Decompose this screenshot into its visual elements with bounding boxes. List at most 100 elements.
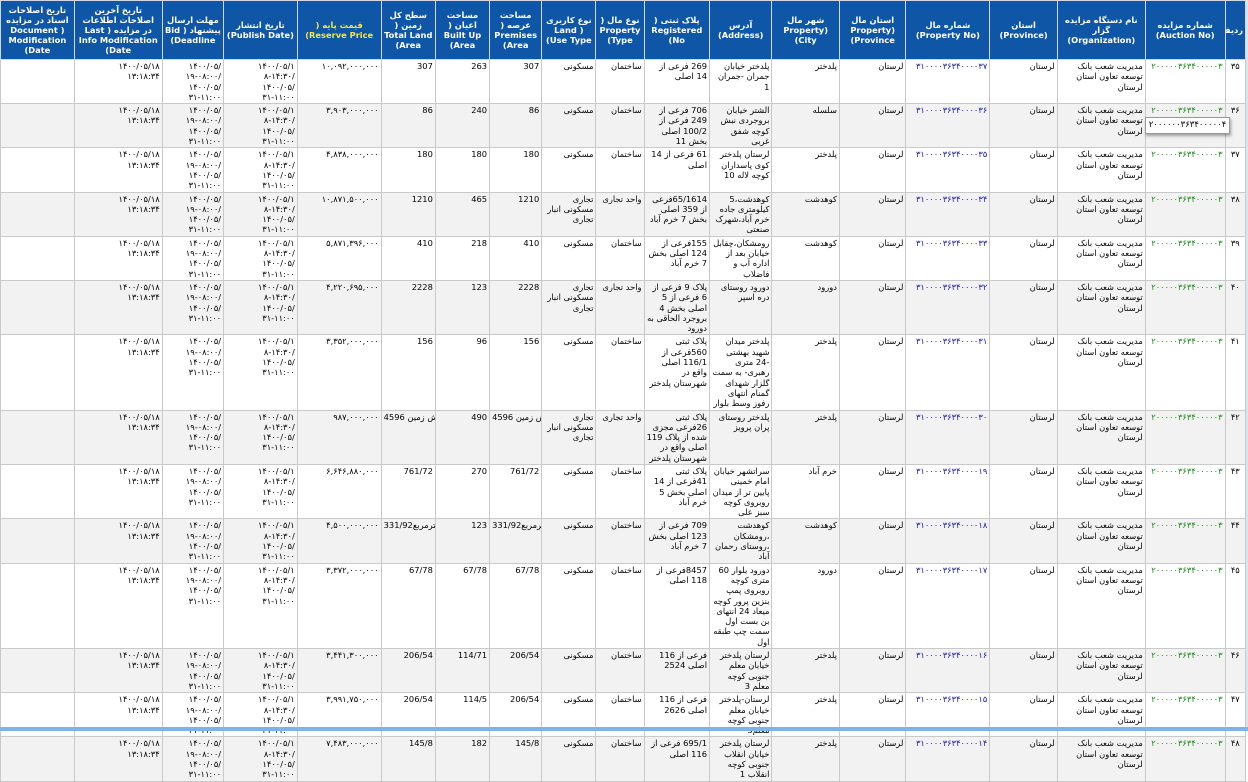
registered-no-cell: 709 فرعی از 123 اصلی بخش 7 خرم آباد [643, 518, 711, 564]
reserve-price-cell: ۴,۲۲۰,۶۹۵,۰۰۰ [296, 279, 382, 336]
organization-cell: مدیریت شعب بانک توسعه تعاون استان لرستان [1056, 147, 1146, 193]
auction-no-link[interactable]: ۲۰۰۰۰۰۳۶۳۴۰۰۰۰۰۳ [1144, 648, 1226, 694]
publish-date-cell: ۱۴۰۰/۰۵/۱ ۸-۱۴:۳۰/ ۱۴۰۰/۰۵/ ۳۱-۱۱:۰۰ [223, 103, 298, 149]
publish-date-cell: ۱۴۰۰/۰۵/۱ ۸-۱۴:۳۰/ ۱۴۰۰/۰۵/ ۳۱-۱۱:۰۰ [223, 58, 298, 105]
document-modification-cell [0, 736, 75, 782]
auction-no-link[interactable]: ۲۰۰۰۰۰۳۶۳۴۰۰۰۰۰۳ [1144, 463, 1226, 520]
vertical-scrollbar[interactable] [1246, 0, 1248, 731]
table-row[interactable]: ۳۸ ۲۰۰۰۰۰۳۶۳۴۰۰۰۰۰۳ مدیریت شعب بانک توسعه … [0, 191, 1247, 237]
col-header-property-city[interactable]: شهر مال (Property City) [771, 0, 840, 60]
table-row[interactable]: ۴۴ ۲۰۰۰۰۰۳۶۳۴۰۰۰۰۰۳ مدیریت شعب بانک توسعه … [0, 518, 1247, 564]
property-no-link[interactable]: ۳۱۰۰۰۰۳۶۳۴۰۰۰۰۳۲ [905, 279, 991, 336]
property-no-link[interactable]: ۳۱۰۰۰۰۳۶۳۴۰۰۰۰۱۶ [905, 648, 991, 694]
premises-area-cell: 761/72 [489, 463, 543, 520]
col-header-organization[interactable]: نام دستگاه مزایده گزار (Organization) [1056, 0, 1146, 60]
last-info-modification-cell: ۱۴۰۰/۰۵/۱۸ ۱۳:۱۸:۳۴ [73, 562, 163, 650]
table-row[interactable]: ۴۳ ۲۰۰۰۰۰۳۶۳۴۰۰۰۰۰۳ مدیریت شعب بانک توسعه … [0, 463, 1247, 520]
table-row[interactable]: ۳۷ ۲۰۰۰۰۰۳۶۳۴۰۰۰۰۰۳ مدیریت شعب بانک توسعه … [0, 147, 1247, 193]
col-header-province[interactable]: استان (Province) [989, 0, 1058, 60]
col-header-property-province[interactable]: استان مال (Property Province) [838, 0, 907, 60]
property-no-link[interactable]: ۳۱۰۰۰۰۳۶۳۴۰۰۰۰۳۰ [905, 409, 991, 465]
property-no-link[interactable]: ۳۱۰۰۰۰۳۶۳۴۰۰۰۰۳۷ [905, 58, 991, 105]
land-area-cell: 180 [380, 147, 436, 193]
land-area-cell: 1210 [380, 191, 436, 237]
auction-no-link[interactable]: ۲۰۰۰۰۰۳۶۳۴۰۰۰۰۰۳ [1144, 409, 1226, 465]
col-header-reserve-price[interactable]: قیمت پایه ( Reserve Price) [296, 0, 382, 60]
registered-no-cell: 269 فرعی از 14 اصلی [643, 58, 711, 105]
auction-no-link[interactable]: ۲۰۰۰۰۰۳۶۳۴۰۰۰۰۰۳ [1144, 279, 1226, 336]
land-area-cell: 206/54 [380, 648, 436, 694]
table-row[interactable]: ۴۰ ۲۰۰۰۰۰۳۶۳۴۰۰۰۰۰۳ مدیریت شعب بانک توسعه … [0, 279, 1247, 336]
last-info-modification-cell: ۱۴۰۰/۰۵/۱۸ ۱۳:۱۸:۳۴ [73, 334, 163, 411]
publish-date-cell: ۱۴۰۰/۰۵/۱ ۸-۱۴:۳۰/ ۱۴۰۰/۰۵/ ۳۱-۱۱:۰۰ [223, 279, 298, 336]
table-row[interactable]: ۴۱ ۲۰۰۰۰۰۳۶۳۴۰۰۰۰۰۳ مدیریت شعب بانک توسعه … [0, 334, 1247, 411]
row-number-cell: ۳۷ [1224, 147, 1247, 193]
table-row[interactable]: ۴۸ ۲۰۰۰۰۰۳۶۳۴۰۰۰۰۰۳ مدیریت شعب بانک توسعه … [0, 736, 1247, 782]
table-row[interactable]: ۳۵ ۲۰۰۰۰۰۳۶۳۴۰۰۰۰۰۳ مدیریت شعب بانک توسعه … [0, 58, 1247, 105]
premises-area-cell: 67/78 [489, 562, 543, 650]
table-row[interactable]: ۳۶ ۲۰۰۰۰۰۳۶۳۴۰۰۰۰۰۳ مدیریت شعب بانک توسعه … [0, 103, 1247, 149]
registered-no-cell: 706 فرعی از 249 فرعی از 100/2 اصلی بخش 1… [643, 103, 711, 149]
col-header-auction-no[interactable]: شماره مزایده (Auction No) [1144, 0, 1226, 60]
property-no-link[interactable]: ۳۱۰۰۰۰۳۶۳۴۰۰۰۰۳۳ [905, 235, 991, 281]
auction-no-link[interactable]: ۲۰۰۰۰۰۳۶۳۴۰۰۰۰۰۳ [1144, 334, 1226, 411]
row-number-cell: ۴۴ [1224, 518, 1247, 564]
auction-no-link[interactable]: ۲۰۰۰۰۰۳۶۳۴۰۰۰۰۰۳ [1144, 147, 1226, 193]
property-no-link[interactable]: ۳۱۰۰۰۰۳۶۳۴۰۰۰۰۳۴ [905, 191, 991, 237]
property-no-link[interactable]: ۳۱۰۰۰۰۳۶۳۴۰۰۰۰۱۴ [905, 736, 991, 782]
organization-cell: مدیریت شعب بانک توسعه تعاون استان لرستان [1056, 562, 1146, 650]
property-city-cell: دورود [771, 562, 840, 650]
province-cell: لرستان [989, 562, 1058, 650]
col-header-premises-area[interactable]: مساحت عرصه ( Premises Area) [489, 0, 543, 60]
horizontal-scrollbar[interactable] [0, 727, 1248, 731]
property-type-cell: ساختمان [595, 463, 645, 520]
province-cell: لرستان [989, 409, 1058, 465]
col-header-land-area[interactable]: سطح کل زمین ( Total Land Area) [380, 0, 436, 60]
property-no-link[interactable]: ۳۱۰۰۰۰۳۶۳۴۰۰۰۰۳۵ [905, 147, 991, 193]
col-header-row[interactable]: ردیف [1224, 0, 1247, 60]
publish-date-cell: ۱۴۰۰/۰۵/۱ ۸-۱۴:۳۰/ ۱۴۰۰/۰۵/ ۳۱-۱۱:۰۰ [223, 334, 298, 411]
col-header-built-up-area[interactable]: مساحت اعیان ( Built Up Area) [434, 0, 491, 60]
auction-no-link[interactable]: ۲۰۰۰۰۰۳۶۳۴۰۰۰۰۰۳ [1144, 235, 1226, 281]
auction-no-link[interactable]: ۲۰۰۰۰۰۳۶۳۴۰۰۰۰۰۳ [1144, 736, 1226, 782]
col-header-address[interactable]: آدرس (Address) [709, 0, 773, 60]
auction-no-link[interactable]: ۲۰۰۰۰۰۳۶۳۴۰۰۰۰۰۳ [1144, 191, 1226, 237]
organization-cell: مدیریت شعب بانک توسعه تعاون استان لرستان [1056, 334, 1146, 411]
property-type-cell: ساختمان [595, 58, 645, 105]
table-row[interactable]: ۴۵ ۲۰۰۰۰۰۳۶۳۴۰۰۰۰۰۳ مدیریت شعب بانک توسعه … [0, 562, 1247, 650]
last-info-modification-cell: ۱۴۰۰/۰۵/۱۸ ۱۳:۱۸:۳۴ [73, 103, 163, 149]
col-header-land-use[interactable]: نوع کاربری ( Land Use Type) [541, 0, 597, 60]
col-header-bid-deadline[interactable]: مهلت ارسال پیشنهاد ( Bid Deadline) [161, 0, 225, 60]
last-info-modification-cell: ۱۴۰۰/۰۵/۱۸ ۱۳:۱۸:۳۴ [73, 279, 163, 336]
auction-no-link[interactable]: ۲۰۰۰۰۰۳۶۳۴۰۰۰۰۰۳ [1144, 518, 1226, 564]
land-use-cell: مسکونی [541, 147, 597, 193]
col-header-publish-date[interactable]: تاریخ انتشار (Publish Date) [223, 0, 298, 60]
property-type-cell: ساختمان [595, 562, 645, 650]
row-number-cell: ۴۱ [1224, 334, 1247, 411]
address-cell: پلدختر خیابان جمران -جمران 1 [709, 58, 773, 105]
property-no-link[interactable]: ۳۱۰۰۰۰۳۶۳۴۰۰۰۰۳۱ [905, 334, 991, 411]
property-no-link[interactable]: ۳۱۰۰۰۰۳۶۳۴۰۰۰۰۱۸ [905, 518, 991, 564]
registered-no-cell: پلاک ثبتی 41فرعی از 14 اصلی بخش 5 خرم آب… [643, 463, 711, 520]
col-header-registered-no[interactable]: پلاک ثبتی ( Registered No) [643, 0, 711, 60]
property-city-cell: دورود [771, 279, 840, 336]
property-no-link[interactable]: ۳۱۰۰۰۰۳۶۳۴۰۰۰۰۱۷ [905, 562, 991, 650]
reserve-price-cell: ۳,۹۰۳,۰۰۰,۰۰۰ [296, 103, 382, 149]
property-no-link[interactable]: ۳۱۰۰۰۰۳۶۳۴۰۰۰۰۳۶ [905, 103, 991, 149]
table-row[interactable]: ۴۲ ۲۰۰۰۰۰۳۶۳۴۰۰۰۰۰۳ مدیریت شعب بانک توسعه … [0, 409, 1247, 465]
auction-no-link[interactable]: ۲۰۰۰۰۰۳۶۳۴۰۰۰۰۰۳ [1144, 562, 1226, 650]
table-row[interactable]: ۳۹ ۲۰۰۰۰۰۳۶۳۴۰۰۰۰۰۳ مدیریت شعب بانک توسعه … [0, 235, 1247, 281]
document-modification-cell [0, 58, 75, 105]
col-header-document-modification[interactable]: تاریخ اصلاحات اسناد در مزایده ( Document… [0, 0, 75, 60]
land-use-cell: مسکونی [541, 334, 597, 411]
table-body: ۳۵ ۲۰۰۰۰۰۳۶۳۴۰۰۰۰۰۳ مدیریت شعب بانک توسعه … [0, 58, 1247, 782]
property-no-link[interactable]: ۳۱۰۰۰۰۳۶۳۴۰۰۰۰۱۹ [905, 463, 991, 520]
col-header-property-type[interactable]: نوع مال ( Property Type) [595, 0, 645, 60]
col-header-last-info-modification[interactable]: تاریخ آخرین اصلاحات اطلاعات در مزایده ( … [73, 0, 163, 60]
auction-no-link[interactable]: ۲۰۰۰۰۰۳۶۳۴۰۰۰۰۰۳ [1144, 58, 1226, 105]
built-up-area-cell: 182 [434, 736, 491, 782]
table-row[interactable]: ۴۶ ۲۰۰۰۰۰۳۶۳۴۰۰۰۰۰۳ مدیریت شعب بانک توسعه … [0, 648, 1247, 694]
col-header-property-no[interactable]: شماره مال (Property No) [905, 0, 991, 60]
land-area-cell: 2228 [380, 279, 436, 336]
publish-date-cell: ۱۴۰۰/۰۵/۱ ۸-۱۴:۳۰/ ۱۴۰۰/۰۵/ ۳۱-۱۱:۰۰ [223, 463, 298, 520]
